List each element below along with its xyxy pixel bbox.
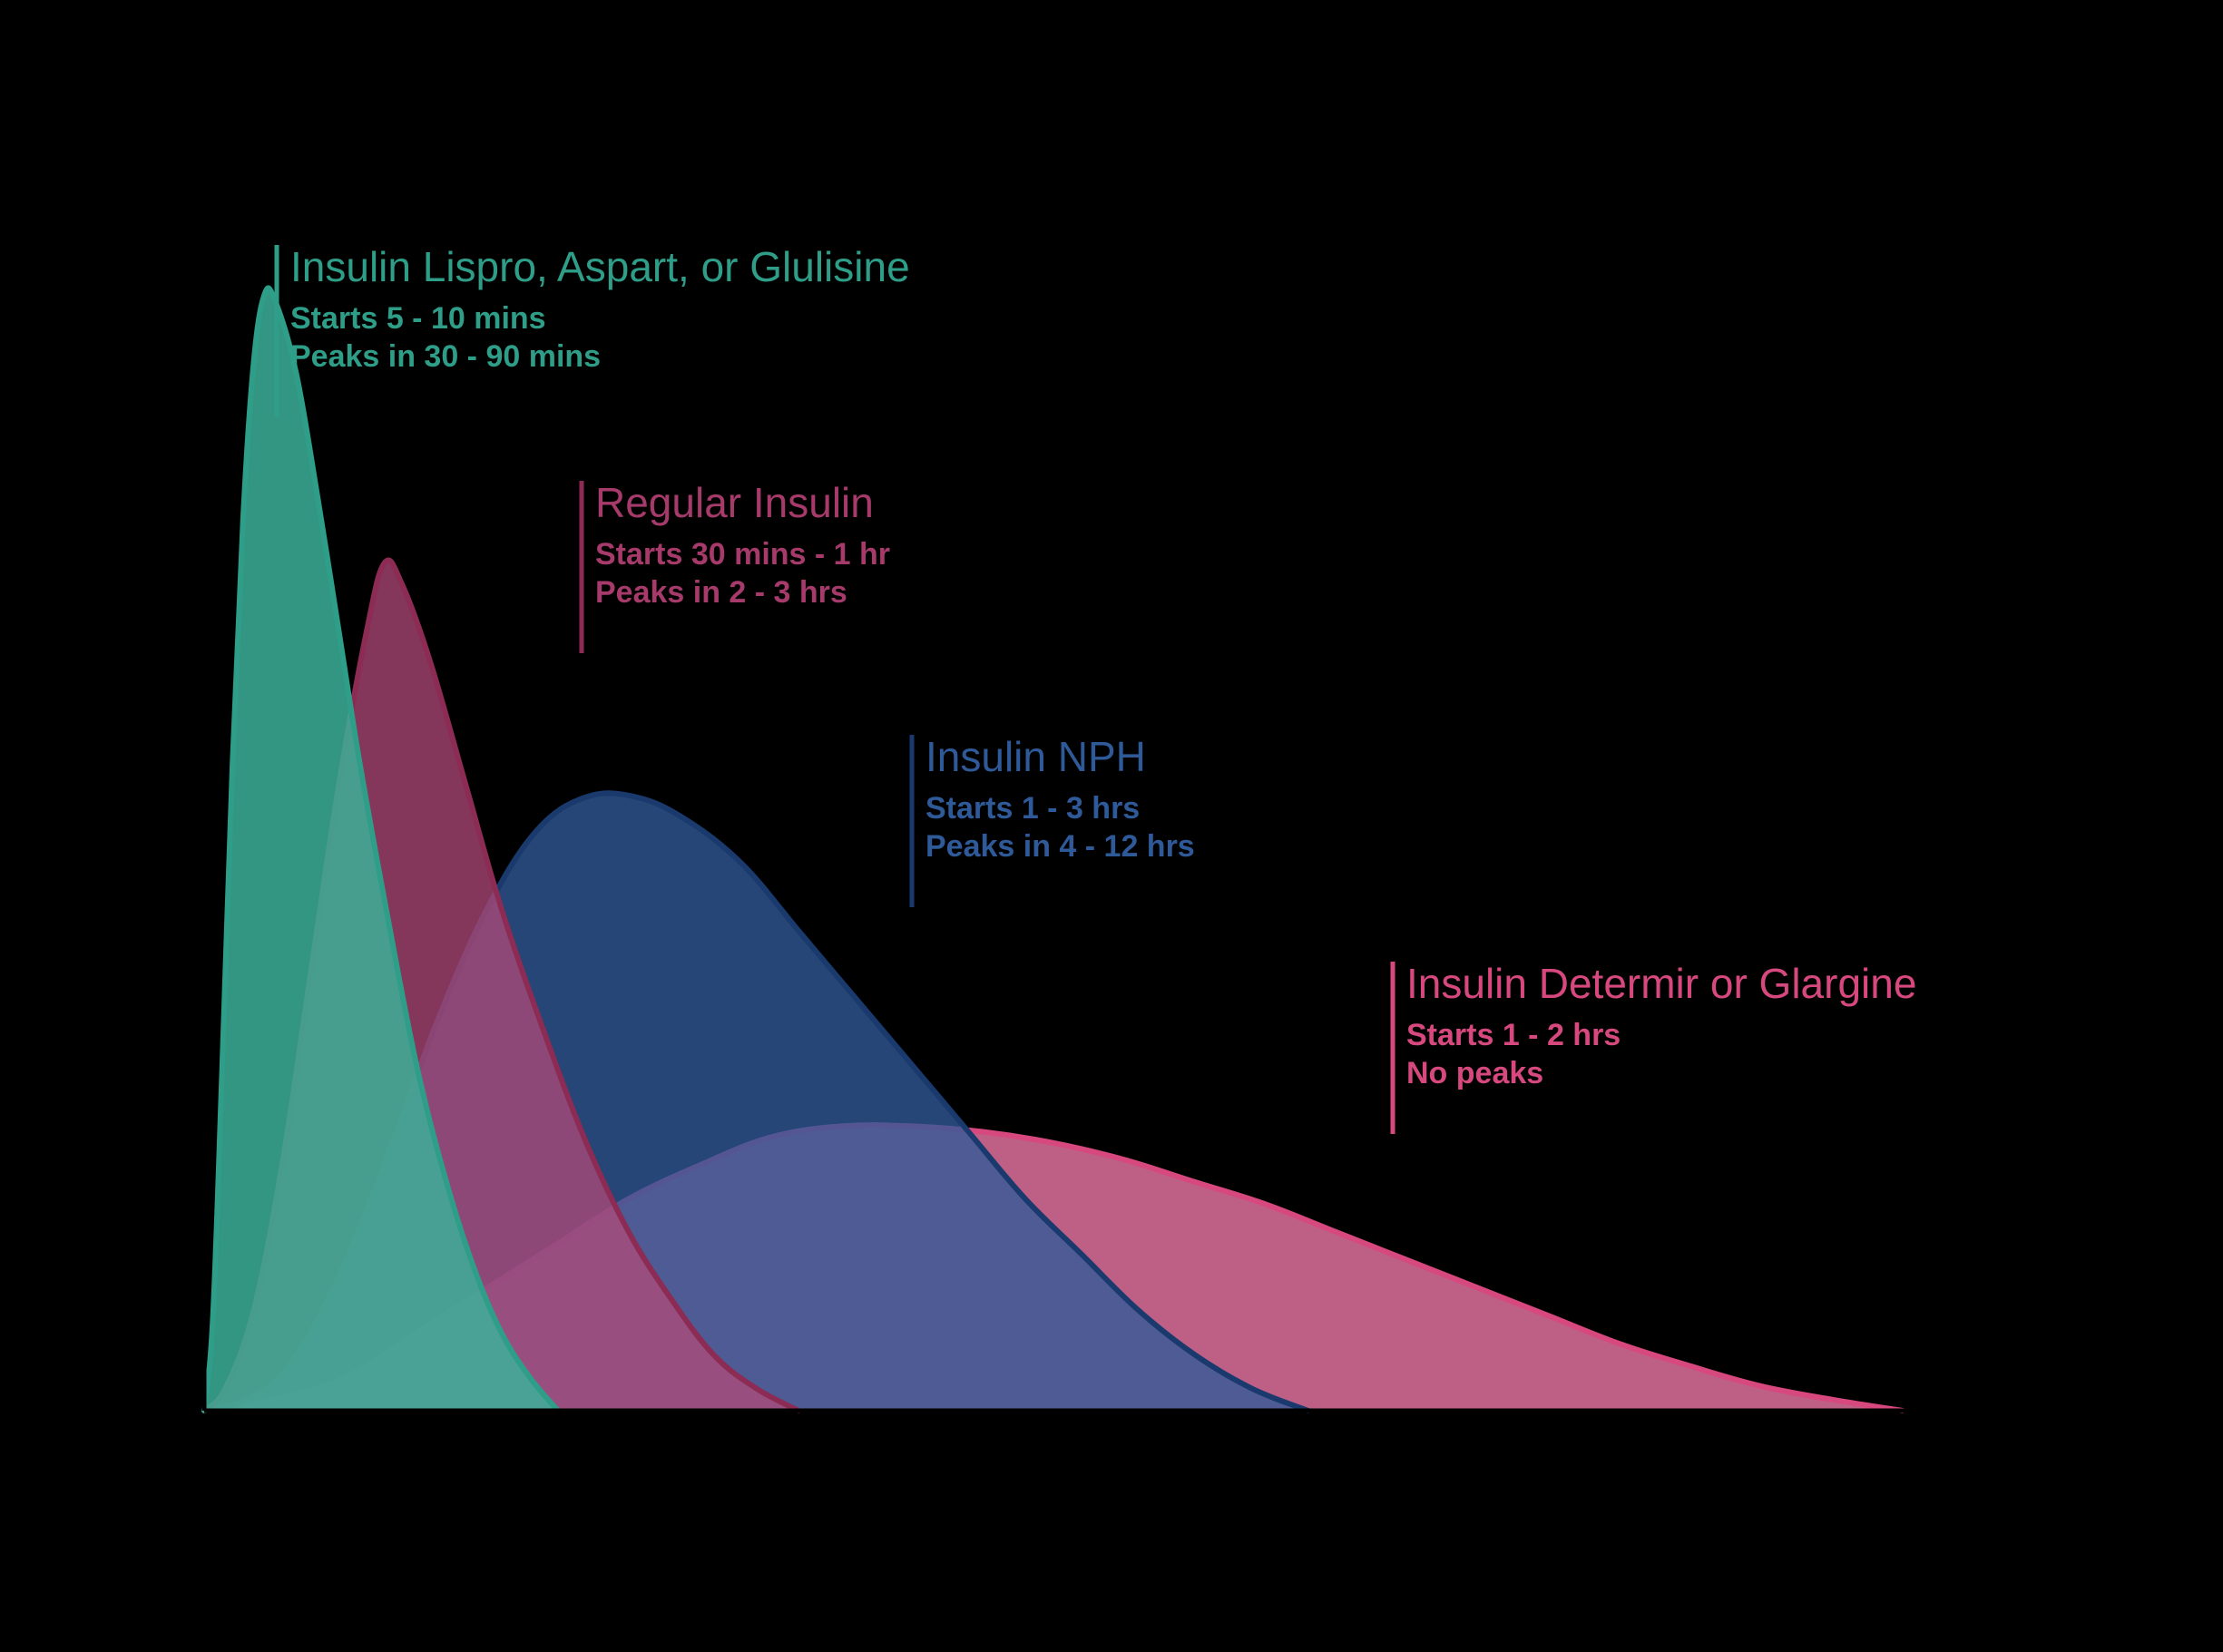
label-starts-regular: Starts 30 mins - 1 hr (595, 537, 890, 572)
label-title-nph: Insulin NPH (925, 733, 1146, 780)
label-starts-long: Starts 1 - 2 hrs (1406, 1018, 1621, 1052)
label-peaks-regular: Peaks in 2 - 3 hrs (595, 575, 847, 610)
insulin-action-profile-chart: Insulin Lispro, Aspart, or Glulisine Star… (0, 0, 2223, 1652)
label-peaks-nph: Peaks in 4 - 12 hrs (925, 829, 1195, 864)
label-starts-rapid: Starts 5 - 10 mins (290, 301, 546, 336)
label-peaks-rapid: Peaks in 30 - 90 mins (290, 339, 601, 374)
label-title-regular: Regular Insulin (595, 479, 874, 526)
label-title-long: Insulin Determir or Glargine (1406, 960, 1916, 1007)
label-starts-nph: Starts 1 - 3 hrs (925, 791, 1140, 826)
label-title-rapid: Insulin Lispro, Aspart, or Glulisine (290, 243, 910, 290)
label-peaks-long: No peaks (1406, 1056, 1543, 1090)
